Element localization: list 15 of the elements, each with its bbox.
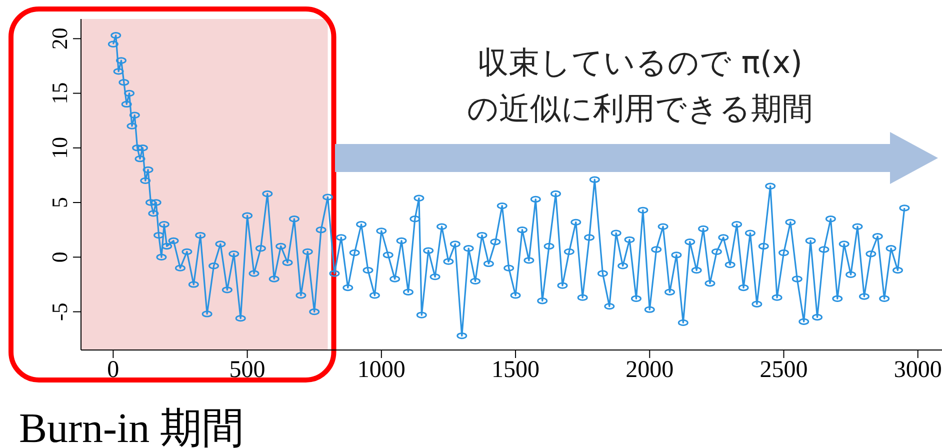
x-tick-label: 3000 xyxy=(894,357,942,384)
x-tick-label: 1500 xyxy=(492,357,540,384)
band-label: Burn-in 期間 xyxy=(19,406,244,448)
y-tick-label: 20 xyxy=(47,28,72,50)
y-tick-label: 10 xyxy=(47,136,72,159)
x-tick-label: 1000 xyxy=(357,357,406,384)
y-tick-label: 0 xyxy=(47,252,72,263)
x-tick-label: 2000 xyxy=(626,357,674,384)
y-tick-label: 15 xyxy=(47,82,72,104)
y-tick-label: 5 xyxy=(47,197,72,208)
annotation: 収束しているので π(x) の近似に利用できる期間 xyxy=(466,44,814,129)
y-tick-label: -5 xyxy=(47,302,72,321)
x-tick-label: 2500 xyxy=(760,357,808,384)
x-tick-label: 500 xyxy=(229,357,266,384)
x-tick-label: 0 xyxy=(107,357,120,384)
